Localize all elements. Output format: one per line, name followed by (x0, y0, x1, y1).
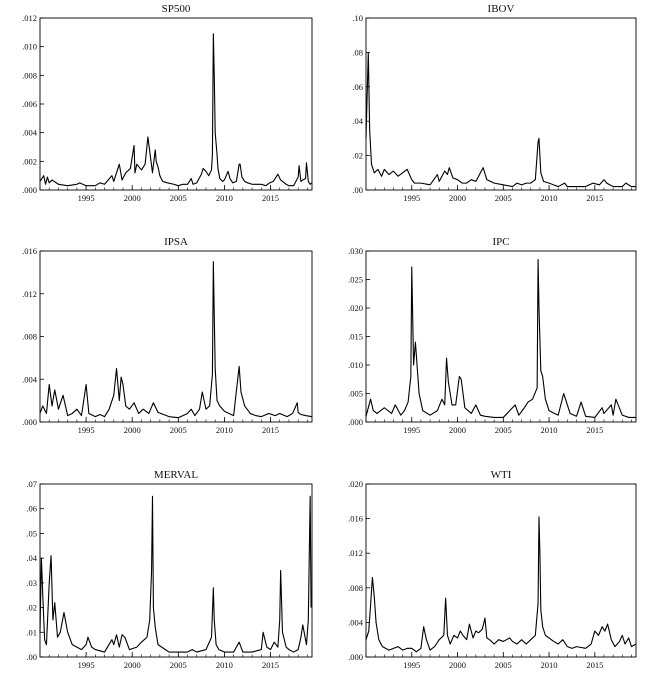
x-tick-label: 2005 (495, 193, 512, 203)
x-tick-label: 2005 (170, 193, 187, 203)
y-tick-label: .000 (348, 652, 363, 662)
plot-frame (39, 250, 313, 423)
y-tick-label: .00 (26, 652, 37, 662)
x-tick-label: 2010 (541, 660, 558, 670)
y-tick-label: .05 (26, 528, 37, 538)
x-tick-label: 2005 (170, 425, 187, 435)
x-tick-label: 2015 (262, 193, 279, 203)
y-tick-label: .08 (352, 47, 363, 57)
y-tick-label: .002 (22, 156, 37, 166)
y-tick-label: .000 (22, 417, 37, 427)
y-tick-label: .015 (348, 332, 363, 342)
x-tick-label: 2000 (124, 193, 141, 203)
x-tick-label: 2010 (541, 425, 558, 435)
x-tick-label: 2015 (262, 425, 279, 435)
x-tick-label: 2005 (495, 660, 512, 670)
y-tick-label: .008 (348, 583, 363, 593)
plot-frame (39, 483, 313, 658)
y-tick-label: .04 (352, 116, 363, 126)
y-tick-label: .016 (22, 246, 37, 256)
series-line-sp500 (39, 33, 313, 187)
panel-wti: WTI .000 .004 .008 .012 .016 .020 1995 2000 2005 2… (348, 469, 637, 670)
x-tick-label: 1995 (403, 425, 420, 435)
x-tick-label: 2015 (586, 425, 603, 435)
y-tick-label: .008 (22, 332, 37, 342)
y-tick-label: .006 (22, 99, 37, 109)
x-tick-label: 2005 (170, 660, 187, 670)
x-tick-label: 2000 (449, 193, 466, 203)
panel-title: SP500 (162, 3, 191, 15)
y-tick-label: .000 (348, 417, 363, 427)
panel-ipc: IPC .000 .005 .010 .015 .020 .025 .030 1995 2000 2… (348, 236, 637, 435)
y-tick-label: .01 (26, 627, 37, 637)
y-tick-label: .06 (352, 82, 363, 92)
y-tick-label: .010 (348, 360, 363, 370)
y-tick-label: .008 (22, 70, 37, 80)
x-tick-label: 1995 (78, 660, 95, 670)
panel-title: MERVAL (154, 469, 198, 481)
y-tick-label: .07 (26, 479, 37, 489)
panel-title: IBOV (488, 3, 515, 15)
x-tick-label: 2010 (216, 193, 233, 203)
x-tick-label: 1995 (78, 193, 95, 203)
x-tick-label: 1995 (403, 660, 420, 670)
x-tick-label: 2000 (449, 660, 466, 670)
x-tick-label: 2010 (216, 425, 233, 435)
panel-merval: MERVAL .00 .01 .02 .03 .04 .05 .06 .07 1995 2000 20… (26, 469, 313, 670)
y-tick-label: .000 (22, 185, 37, 195)
panel-title: IPC (492, 236, 509, 248)
y-tick-label: .004 (22, 128, 38, 138)
y-tick-label: .06 (26, 504, 37, 514)
plot-frame (365, 250, 637, 423)
plot-frame (365, 17, 637, 191)
plot-frame (365, 483, 637, 658)
x-tick-label: 2015 (262, 660, 279, 670)
y-tick-label: .005 (348, 389, 363, 399)
y-tick-label: .030 (348, 246, 363, 256)
y-tick-label: .020 (348, 303, 363, 313)
x-tick-label: 2015 (586, 193, 603, 203)
x-tick-label: 2010 (216, 660, 233, 670)
y-tick-label: .020 (348, 479, 363, 489)
y-tick-label: .016 (348, 514, 363, 524)
y-tick-label: .012 (22, 289, 37, 299)
y-tick-label: .012 (348, 548, 363, 558)
plot-frame (39, 17, 313, 191)
series-line-wti (365, 516, 637, 653)
y-tick-label: .03 (26, 578, 37, 588)
y-tick-label: .004 (348, 617, 364, 627)
y-tick-label: .10 (352, 13, 363, 23)
x-tick-label: 2005 (495, 425, 512, 435)
x-tick-label: 2000 (124, 660, 141, 670)
series-line-ibov (365, 51, 636, 188)
x-tick-label: 2015 (586, 660, 603, 670)
panel-ipsa: IPSA .000 .004 .008 .012 .016 1995 2000 2005 2010… (22, 236, 313, 435)
series-line-merval (39, 495, 312, 653)
series-line-ipsa (39, 261, 313, 419)
y-tick-label: .00 (352, 185, 363, 195)
panel-title: IPSA (164, 236, 188, 248)
x-tick-label: 2000 (449, 425, 466, 435)
series-line-ipc (365, 259, 636, 418)
panel-sp500: SP500 .000 .002 .004 .006 .008 .010 .012 1995 200… (22, 3, 313, 203)
y-tick-label: .012 (22, 13, 37, 23)
x-tick-label: 1995 (403, 193, 420, 203)
y-tick-label: .010 (22, 42, 37, 52)
y-tick-label: .004 (22, 374, 38, 384)
x-tick-label: 2010 (541, 193, 558, 203)
y-tick-label: .04 (26, 553, 37, 563)
panel-title: WTI (491, 469, 512, 481)
y-tick-label: .025 (348, 275, 363, 285)
y-tick-label: .02 (352, 151, 363, 161)
x-tick-label: 1995 (78, 425, 95, 435)
x-tick-label: 2000 (124, 425, 141, 435)
y-tick-label: .02 (26, 603, 37, 613)
panel-ibov: IBOV .00 .02 .04 .06 .08 .10 1995 2000 2005 2010 20… (352, 3, 637, 203)
